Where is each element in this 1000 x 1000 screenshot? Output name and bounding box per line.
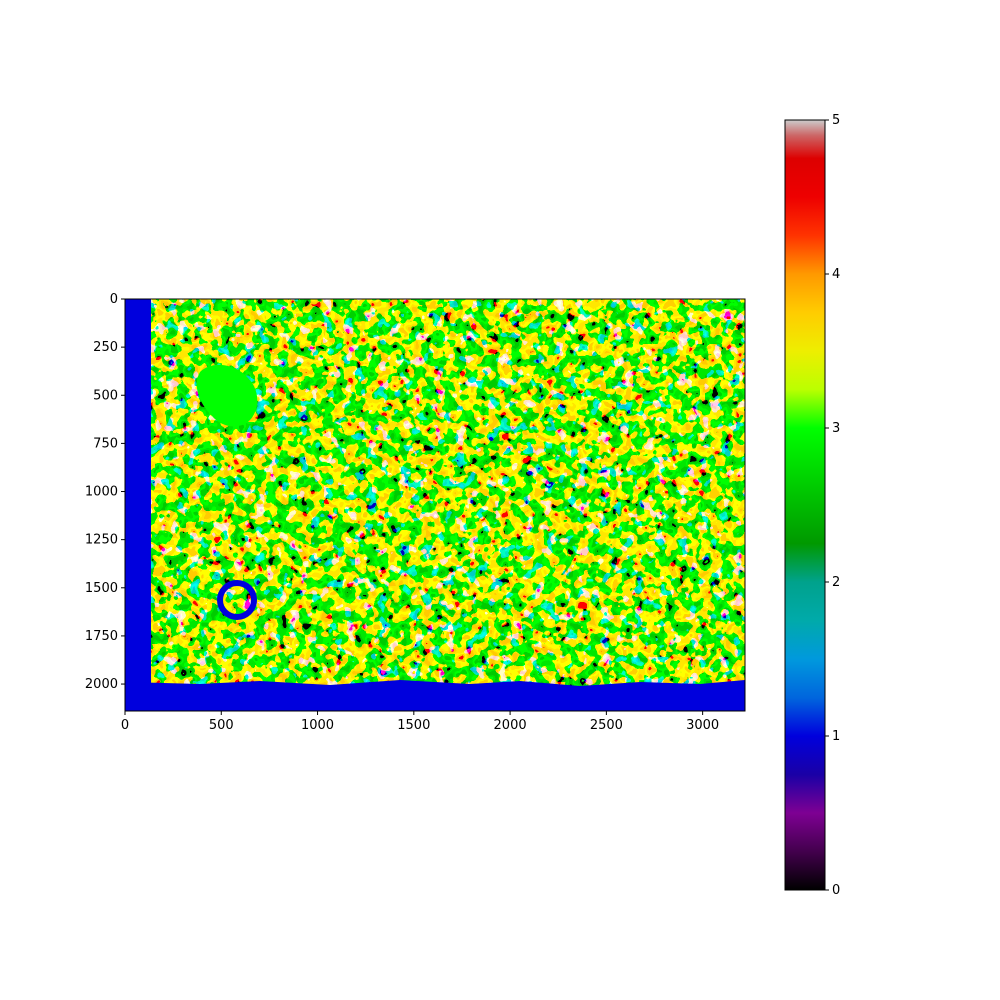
heatmap-texture <box>125 299 745 711</box>
colorbar-tick-label: 4 <box>832 267 840 282</box>
y-tick-label: 500 <box>93 388 118 403</box>
heatmap-image <box>125 299 745 711</box>
heatmap-bottom-border <box>125 680 745 711</box>
x-tick-label: 0 <box>121 718 129 733</box>
colorbar-tick-label: 2 <box>832 575 840 590</box>
y-tick-label: 250 <box>93 340 118 355</box>
x-tick-label: 1000 <box>301 718 334 733</box>
y-tick-label: 1500 <box>85 581 118 596</box>
colorbar-tick-label: 0 <box>832 883 840 898</box>
y-axis: 0 250 500 750 1000 1250 1500 1750 2000 <box>85 292 125 692</box>
x-tick-label: 2500 <box>590 718 623 733</box>
heatmap-blue-ring <box>217 580 257 620</box>
x-axis: 0 500 1000 1500 2000 2500 3000 <box>121 711 719 733</box>
y-tick-label: 750 <box>93 436 118 451</box>
heatmap-green-patch <box>196 364 258 427</box>
colorbar-tick-label: 3 <box>832 421 840 436</box>
y-tick-label: 1000 <box>85 485 118 500</box>
x-tick-label: 1500 <box>397 718 430 733</box>
plot-frame <box>124 298 746 712</box>
colorbar <box>784 119 826 891</box>
x-tick-label: 500 <box>209 718 234 733</box>
y-tick-label: 0 <box>110 292 118 307</box>
x-tick-label: 3000 <box>686 718 719 733</box>
x-tick-label: 2000 <box>494 718 527 733</box>
y-tick-label: 1250 <box>85 533 118 548</box>
y-tick-label: 1750 <box>85 629 118 644</box>
colorbar-axis: 0 1 2 3 4 5 <box>825 113 840 898</box>
colorbar-tick-label: 5 <box>832 113 840 128</box>
heatmap-left-border <box>125 299 151 711</box>
y-tick-label: 2000 <box>85 677 118 692</box>
colorbar-tick-label: 1 <box>832 729 840 744</box>
